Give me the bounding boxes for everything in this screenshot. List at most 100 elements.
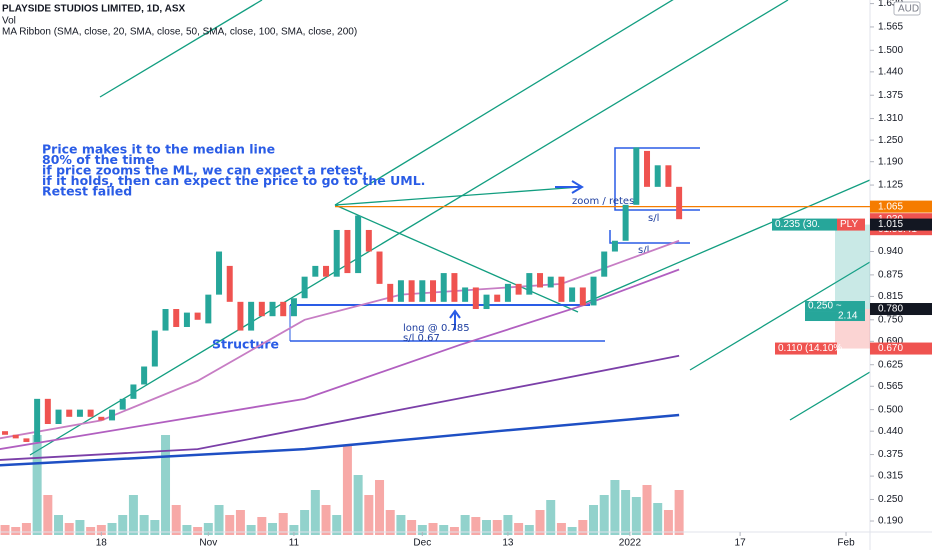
volume-bar [492,520,502,535]
candle [194,312,201,320]
candle [622,204,629,241]
price-label-bg [870,200,932,213]
candle [248,301,255,331]
volume-bar [321,505,331,535]
volume-bar [471,517,481,535]
candle [151,330,158,367]
candle [23,438,30,442]
volume-bar [300,510,310,535]
x-tick-label: 17 [735,538,747,549]
y-tick-label: 0.690 [878,336,903,347]
position-symbol-bg [837,218,865,231]
volume-bar [407,520,417,535]
note: 80% of the time [42,152,154,167]
candle [109,409,116,421]
y-tick-label: 0.565 [878,381,903,392]
candle [87,409,94,417]
candle [183,312,190,327]
candle [98,416,105,421]
volume-bar [556,523,566,535]
volume-bar [524,525,534,535]
volume-bar [663,510,673,535]
volume-bar [21,523,31,535]
candle [419,280,426,302]
candle [76,409,83,417]
candle [12,434,19,439]
y-tick-label: 0.875 [878,270,903,281]
volume-bar [482,520,492,535]
note: Price makes it to the median line [42,142,275,157]
candle [365,229,372,252]
candle [258,301,265,317]
candle [633,147,640,205]
candle [355,215,362,274]
y-tick-label: 0.315 [878,471,903,482]
candle [558,276,565,302]
volume-bar [118,515,128,535]
candle [569,287,576,302]
pitchfork-line [579,179,871,306]
position-ratio-bg [805,311,865,322]
annotation: s/l [638,245,649,256]
candle [430,280,437,302]
position-stop: 0.110 (14.10% [778,343,842,354]
x-tick-label: Dec [413,538,431,549]
volume-bar [567,527,577,535]
volume-bar [193,527,203,535]
volume-bar [428,523,438,535]
candle [323,265,330,277]
volume-bar [161,435,171,535]
candle [141,366,148,385]
volume-bar [578,520,588,535]
x-tick-label: 11 [289,538,300,549]
candle [579,287,586,306]
y-tick-label: 1.125 [878,180,903,191]
volume-bar [86,527,96,535]
y-tick-label: 0.190 [878,516,903,527]
volume-bar [128,495,138,535]
x-tick-label: 18 [96,538,108,549]
candle [483,294,490,310]
volume-bar [621,490,631,535]
position-stop-bg [775,342,837,355]
candle [312,265,319,277]
annotation: zoom / retest [572,196,638,207]
candle [644,150,651,187]
candle [472,287,479,310]
candle [494,294,501,302]
note: if price zooms the ML, we can expect a r… [42,163,367,178]
volume-bar [139,515,149,535]
moving-average [0,268,680,451]
x-tick-label: Feb [837,538,855,549]
candle [290,298,297,317]
volume-bar [246,525,256,535]
volume-bar [385,510,395,535]
y-tick-label: 0.750 [878,314,903,325]
position-target-bg [772,218,837,231]
candle [34,398,41,442]
price-label: 1.015 [878,219,903,230]
volume-bar [257,517,267,535]
y-tick-label: 0.375 [878,449,903,460]
stop-loss-line [609,230,690,244]
y-tick-label: 1.565 [878,22,903,33]
candle [676,186,683,220]
volume-bar [203,523,213,535]
pitchfork-line [789,371,871,421]
price-label: 0.670 [878,343,903,354]
y-tick-label: 1.440 [878,67,903,78]
volume-bar [182,525,192,535]
volume-bar [546,500,556,535]
candle [408,280,415,302]
volume-bar [653,503,663,535]
y-tick-label: 0.625 [878,359,903,370]
volume-bar [396,515,406,535]
candle [55,409,62,424]
volume-bar [599,495,609,535]
volume-bar [674,490,684,535]
candle [269,301,276,317]
volume-bar [214,505,224,535]
moving-average [0,413,680,467]
candle [280,301,287,317]
